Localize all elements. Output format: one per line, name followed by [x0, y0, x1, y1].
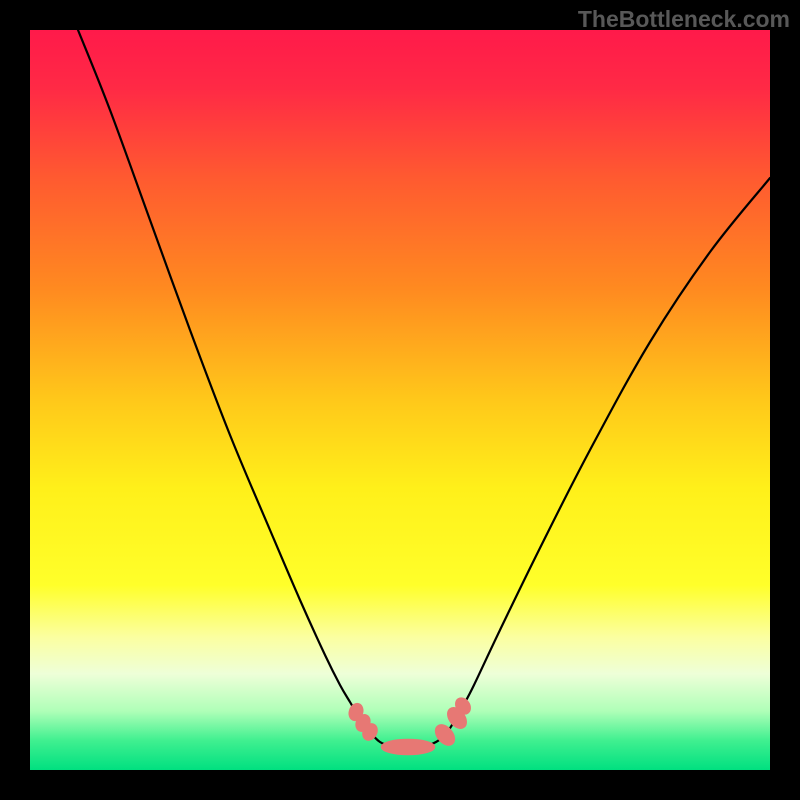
plot-svg [30, 30, 770, 770]
gradient-background [30, 30, 770, 770]
curve-marker [382, 740, 434, 754]
plot-area [30, 30, 770, 770]
chart-container: TheBottleneck.com [0, 0, 800, 800]
watermark-text: TheBottleneck.com [578, 6, 790, 33]
